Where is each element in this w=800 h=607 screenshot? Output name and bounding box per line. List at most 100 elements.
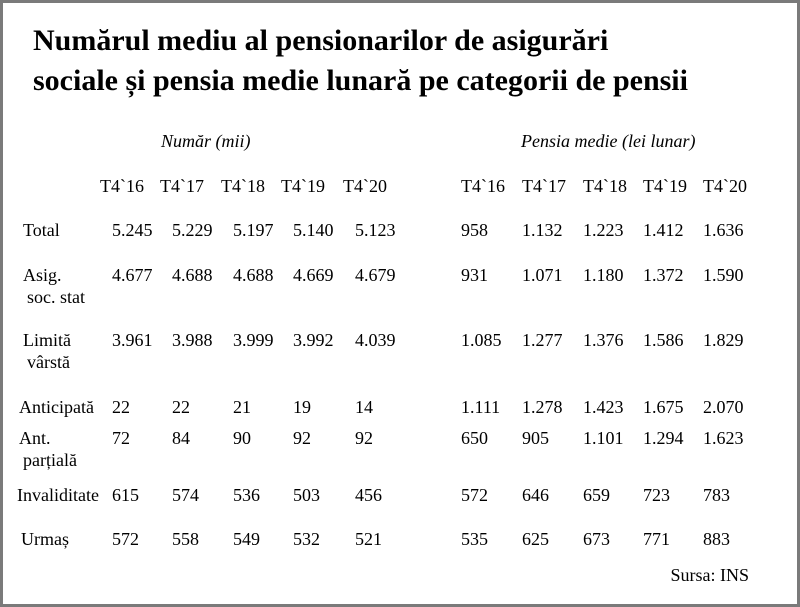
value-cell-pensia: 1.294	[643, 428, 684, 448]
row-label-line-2: soc. stat	[27, 287, 85, 307]
row-label: Anticipată	[19, 396, 94, 418]
value-cell-pensia: 1.085	[461, 330, 502, 350]
value-cell-pensia: 1.223	[583, 220, 624, 240]
value-cell-numar: 5.229	[172, 220, 213, 240]
row-label-line-2: parțială	[23, 450, 77, 470]
value-cell-numar: 5.140	[293, 220, 334, 240]
source-note: Sursa: INS	[670, 565, 749, 585]
value-cell-pensia: 931	[461, 265, 488, 285]
value-cell-numar: 3.988	[172, 330, 213, 350]
value-cell-numar: 456	[355, 485, 382, 505]
column-header: T4`20	[703, 176, 747, 196]
value-cell-numar: 4.688	[233, 265, 274, 285]
column-header: T4`17	[522, 176, 566, 196]
row-label-line-2: vârstă	[27, 352, 70, 372]
value-cell-numar: 21	[233, 397, 251, 417]
column-header: T4`19	[281, 176, 325, 196]
value-cell-pensia: 1.101	[583, 428, 624, 448]
table-title: Numărul mediu al pensionarilor de asigur…	[33, 21, 688, 101]
value-cell-numar: 5.123	[355, 220, 396, 240]
value-cell-numar: 22	[172, 397, 190, 417]
row-label-line-1: Anticipată	[19, 397, 94, 417]
value-cell-pensia: 1.675	[643, 397, 684, 417]
value-cell-pensia: 1.278	[522, 397, 563, 417]
row-label-line-1: Invaliditate	[17, 485, 99, 505]
value-cell-numar: 536	[233, 485, 260, 505]
row-label-line-1: Total	[23, 220, 60, 240]
value-cell-pensia: 905	[522, 428, 549, 448]
value-cell-pensia: 1.423	[583, 397, 624, 417]
value-cell-numar: 14	[355, 397, 373, 417]
value-cell-numar: 3.992	[293, 330, 334, 350]
value-cell-pensia: 673	[583, 529, 610, 549]
title-line-2: sociale și pensia medie lunară pe catego…	[33, 64, 688, 97]
value-cell-numar: 90	[233, 428, 251, 448]
value-cell-numar: 615	[112, 485, 139, 505]
value-cell-pensia: 1.829	[703, 330, 744, 350]
column-header: T4`16	[461, 176, 505, 196]
row-label: Invaliditate	[17, 484, 99, 506]
value-cell-pensia: 2.070	[703, 397, 744, 417]
value-cell-numar: 532	[293, 529, 320, 549]
value-cell-numar: 574	[172, 485, 199, 505]
row-label: Urmaș	[21, 528, 69, 550]
group-label-pensia: Pensia medie (lei lunar)	[521, 131, 696, 151]
value-cell-numar: 549	[233, 529, 260, 549]
value-cell-pensia: 659	[583, 485, 610, 505]
value-cell-numar: 92	[293, 428, 311, 448]
value-cell-pensia: 1.180	[583, 265, 624, 285]
value-cell-numar: 3.961	[112, 330, 153, 350]
value-cell-pensia: 1.623	[703, 428, 744, 448]
row-label: Asig. soc. stat	[23, 264, 85, 308]
column-header: T4`18	[221, 176, 265, 196]
row-label-line-1: Urmaș	[21, 529, 69, 549]
value-cell-pensia: 625	[522, 529, 549, 549]
value-cell-pensia: 723	[643, 485, 670, 505]
row-label-line-1: Limită	[23, 330, 71, 350]
value-cell-pensia: 1.636	[703, 220, 744, 240]
column-header: T4`16	[100, 176, 144, 196]
value-cell-pensia: 535	[461, 529, 488, 549]
value-cell-pensia: 1.590	[703, 265, 744, 285]
value-cell-numar: 3.999	[233, 330, 274, 350]
value-cell-numar: 5.197	[233, 220, 274, 240]
row-label-line-1: Ant.	[19, 428, 51, 448]
row-label: Limită vârstă	[23, 329, 71, 373]
value-cell-numar: 4.677	[112, 265, 153, 285]
value-cell-pensia: 1.376	[583, 330, 624, 350]
row-label-line-1: Asig.	[23, 265, 62, 285]
value-cell-pensia: 958	[461, 220, 488, 240]
value-cell-pensia: 1.277	[522, 330, 563, 350]
value-cell-numar: 19	[293, 397, 311, 417]
value-cell-numar: 5.245	[112, 220, 153, 240]
row-label: Total	[23, 219, 60, 241]
value-cell-pensia: 771	[643, 529, 670, 549]
value-cell-numar: 4.679	[355, 265, 396, 285]
value-cell-pensia: 646	[522, 485, 549, 505]
value-cell-numar: 572	[112, 529, 139, 549]
value-cell-pensia: 783	[703, 485, 730, 505]
value-cell-numar: 558	[172, 529, 199, 549]
value-cell-pensia: 1.111	[461, 397, 501, 417]
value-cell-numar: 521	[355, 529, 382, 549]
group-label-numar: Număr (mii)	[161, 131, 251, 151]
value-cell-numar: 84	[172, 428, 190, 448]
value-cell-pensia: 1.586	[643, 330, 684, 350]
value-cell-numar: 72	[112, 428, 130, 448]
column-header: T4`18	[583, 176, 627, 196]
title-line-1: Numărul mediu al pensionarilor de asigur…	[33, 24, 609, 57]
value-cell-pensia: 650	[461, 428, 488, 448]
value-cell-numar: 503	[293, 485, 320, 505]
value-cell-pensia: 1.071	[522, 265, 563, 285]
value-cell-pensia: 1.132	[522, 220, 563, 240]
value-cell-pensia: 572	[461, 485, 488, 505]
value-cell-pensia: 1.372	[643, 265, 684, 285]
row-label: Ant. parțială	[19, 427, 77, 471]
column-header: T4`19	[643, 176, 687, 196]
value-cell-numar: 92	[355, 428, 373, 448]
value-cell-numar: 22	[112, 397, 130, 417]
column-header: T4`20	[343, 176, 387, 196]
value-cell-pensia: 1.412	[643, 220, 684, 240]
value-cell-pensia: 883	[703, 529, 730, 549]
